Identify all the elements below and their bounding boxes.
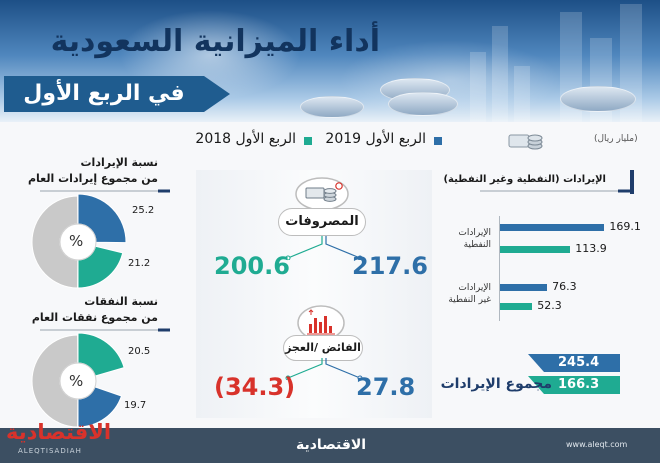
expenditure-2019: 217.6 [352, 252, 428, 280]
subtitle-banner: في الربع الأول [4, 76, 230, 112]
exp-share-underline [40, 328, 170, 332]
rev-share-donut [31, 193, 127, 289]
bar-oil-revenue-2019 [500, 224, 605, 231]
surplus-pill: الفائض /العجز [283, 335, 363, 361]
surplus-2018: (34.3) [214, 373, 296, 401]
bar-chart-icon [297, 305, 345, 341]
expenditure-label: المصروفات [285, 214, 359, 229]
total-revenue-label: مجموع الإيرادات [440, 376, 552, 392]
value-oil-revenue-2019: 169.1 [609, 220, 641, 233]
surplus-label: الفائض /العجز [285, 341, 361, 354]
exp-share-percent: % [69, 372, 84, 390]
total-revenue-2018: 166.3 [558, 377, 600, 392]
oil-revenue-label-1: الإيرادات [458, 228, 491, 238]
exp-share-title-2: من مجموع نفقات العام [31, 311, 158, 324]
oil-revenue-label-2: النفطية [463, 240, 491, 250]
exp-share-title-1: نسبة النفقات [84, 295, 158, 308]
brand-logo: الاقتصادية [6, 420, 112, 444]
rev-share-percent: % [69, 232, 84, 250]
revenue-title-accent [630, 170, 634, 194]
rev-share-2018-value: 21.2 [128, 258, 151, 269]
unit-label: (مليار ريال) [594, 134, 638, 144]
surplus-connector [285, 358, 363, 380]
bar-nonoil-revenue-2018 [500, 303, 533, 310]
exp-share-2019-value: 20.5 [128, 346, 151, 357]
brand-logo-latin: ALEQTISADIAH [18, 447, 82, 455]
page-subtitle: في الربع الأول [23, 81, 185, 106]
nonoil-revenue-label-2: غير النفطية [448, 295, 491, 305]
footer-bar [0, 428, 660, 463]
revenue-panel-title: الإيرادات (النفطية وغير النفطية) [443, 174, 606, 185]
footer-brand-center: الاقتصادية [296, 437, 367, 453]
revenue-title-underline [480, 189, 630, 193]
revenue-axis [499, 216, 500, 321]
value-oil-revenue-2018: 113.9 [575, 242, 607, 255]
value-nonoil-revenue-2018: 52.3 [537, 299, 562, 312]
exp-share-2018-value: 19.7 [124, 400, 147, 411]
bar-oil-revenue-2018 [500, 246, 571, 253]
rev-share-2019-value: 25.2 [132, 205, 155, 216]
expenditure-connector [285, 236, 363, 260]
rev-share-title-2: من مجموع إيرادات العام [27, 172, 158, 185]
legend-label-2018: الربع الأول 2018 [195, 131, 296, 147]
legend-label-2019: الربع الأول 2019 [325, 131, 426, 147]
rev-share-center [59, 223, 97, 261]
value-nonoil-revenue-2019: 76.3 [552, 280, 577, 293]
total-revenue-2019: 245.4 [558, 355, 600, 370]
expenditure-pill: المصروفات [278, 208, 366, 236]
rev-share-title-1: نسبة الإيرادات [80, 156, 159, 169]
exp-share-center [59, 362, 97, 400]
expenditure-2018: 200.6 [214, 252, 290, 280]
coins-icon [508, 134, 543, 150]
footer-url[interactable]: www.aleqt.com [566, 440, 628, 449]
money-stack-icon [295, 177, 349, 210]
total-revenue-tags [528, 354, 620, 394]
rev-share-underline [40, 189, 170, 193]
bar-nonoil-revenue-2019 [500, 284, 548, 291]
page-title: أداء الميزانية السعودية [50, 24, 380, 59]
legend-swatch-2018 [304, 137, 312, 145]
surplus-2019: 27.8 [356, 373, 416, 401]
nonoil-revenue-label-1: الإيرادات [458, 283, 491, 293]
exp-share-donut [31, 332, 125, 428]
legend-swatch-2019 [434, 137, 442, 145]
